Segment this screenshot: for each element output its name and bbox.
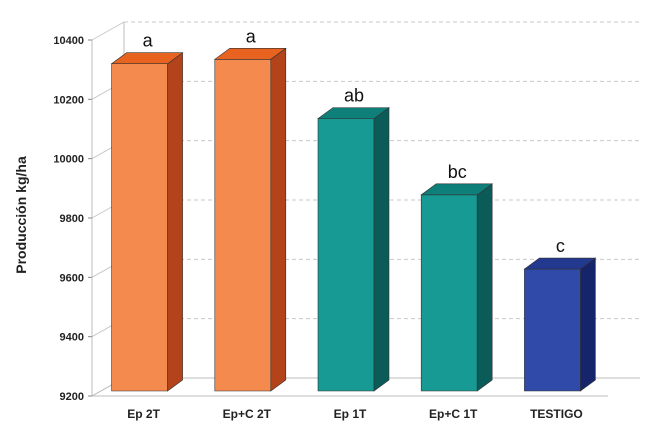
x-tick-label: Ep 2T <box>127 407 160 421</box>
bar-top <box>317 107 390 119</box>
y-tick-label: 10000 <box>53 154 84 166</box>
gridline-side <box>91 21 125 41</box>
bar-side <box>270 47 287 392</box>
bar-side <box>167 52 183 392</box>
bar <box>111 63 168 392</box>
bar-top <box>110 52 184 65</box>
data-label: a <box>143 31 154 51</box>
x-tick-label: TESTIGO <box>530 407 583 421</box>
bar <box>317 118 375 392</box>
text-layer: Producción kg/ha 9200 9400 9600 9800 10000 10… <box>13 26 583 421</box>
x-tick-label: Ep+C 2T <box>223 407 272 421</box>
x-tick-label: Ep+C 1T <box>429 407 478 421</box>
data-label: c <box>556 236 565 256</box>
bar-side <box>580 257 596 392</box>
bar-side <box>373 107 390 392</box>
y-tick-label: 9800 <box>60 213 84 225</box>
data-label: bc <box>448 162 467 182</box>
y-tick-label: 9600 <box>60 272 84 284</box>
y-tick-label: 10200 <box>53 94 84 106</box>
y-axis-label: Producción kg/ha <box>13 156 29 274</box>
x-tick-label: Ep 1T <box>334 407 367 421</box>
bar-side <box>476 183 493 392</box>
bar <box>420 194 478 392</box>
bar-top <box>420 183 494 196</box>
y-tick-label: 9200 <box>60 391 84 403</box>
bar <box>524 268 581 392</box>
bar-top <box>523 257 597 270</box>
bars-layer <box>110 47 597 392</box>
bar-top <box>213 47 287 60</box>
data-label: ab <box>344 86 364 106</box>
data-label: a <box>246 26 257 46</box>
y-tick-label: 9400 <box>60 332 84 344</box>
y-tick-label: 10400 <box>53 35 84 47</box>
bar <box>214 58 272 392</box>
